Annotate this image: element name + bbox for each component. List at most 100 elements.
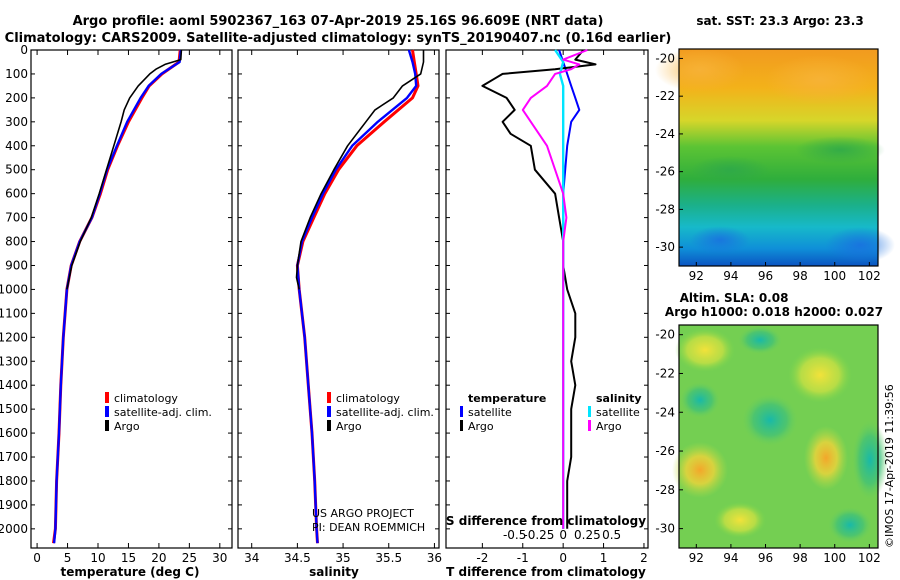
map-x-tick-label: 102 <box>858 269 881 283</box>
y-tick-label: 1300 <box>0 354 28 368</box>
y-tick-label: 800 <box>5 235 28 249</box>
x-tick-label: 0 <box>33 551 41 565</box>
sla-map-title-line2: Argo h1000: 0.018 h2000: 0.027 <box>665 305 883 319</box>
y-tick-label: 300 <box>5 115 28 129</box>
x-tick-label: 15 <box>121 551 136 565</box>
series-s-argo <box>521 49 588 529</box>
y-tick-label: 500 <box>5 163 28 177</box>
legend-swatch-satellite <box>105 406 109 417</box>
header-title-line2: Climatology: CARS2009. Satellite-adjuste… <box>5 31 672 46</box>
temperature-legend: climatology satellite-adj. clim. Argo <box>105 392 212 433</box>
salinity-curves <box>295 49 425 544</box>
map-y-tick-label: -20 <box>655 51 675 65</box>
legend-swatch-t-argo <box>460 420 463 431</box>
y-tick-label: 1600 <box>0 426 28 440</box>
sla-axes: 92 94 96 98 100 102 -20 -22 -24 -26 -28 -30 <box>655 328 880 565</box>
temperature-panel <box>30 49 233 549</box>
y-tick-label: 600 <box>5 187 28 201</box>
legend-label-s-argo: Argo <box>596 420 622 433</box>
legend-salinity-heading: salinity <box>596 392 642 405</box>
legend-temperature-heading: temperature <box>468 392 546 405</box>
sst-cold-patch <box>690 226 750 254</box>
map-y-tick-label: -26 <box>655 165 675 179</box>
map-x-tick-label: 100 <box>823 269 846 283</box>
y-tick-label: 1800 <box>0 474 28 488</box>
map-y-tick-label: -22 <box>655 366 675 380</box>
y-tick-label: 2000 <box>0 522 28 536</box>
series-climatology <box>295 49 420 544</box>
x-tick-label: 10 <box>90 551 105 565</box>
x-tick-label: 1 <box>600 551 608 565</box>
map-y-tick-label: -30 <box>655 240 675 254</box>
sla-high-patch <box>788 347 852 403</box>
legend-swatch-t-satellite <box>460 406 463 417</box>
x-tick-label: 35.5 <box>375 551 402 565</box>
legend-label-s-satellite: satellite <box>596 406 640 419</box>
credit-line2: PI: DEAN ROEMMICH <box>312 521 425 534</box>
sst-frame <box>678 48 879 267</box>
x-tick-label: 36 <box>427 551 442 565</box>
temperature-xlabel: temperature (deg C) <box>61 565 200 579</box>
map-x-tick-label: 96 <box>758 551 773 565</box>
y-tick-label: 700 <box>5 211 28 225</box>
legend-swatch-climatology <box>327 392 331 403</box>
sla-low-patch <box>680 382 720 418</box>
y-tick-label: 1400 <box>0 378 28 392</box>
legend-label-climatology: climatology <box>114 392 178 405</box>
s-tick-label: -0.5 <box>503 528 526 542</box>
temperature-curves <box>52 49 183 544</box>
sla-low-patch <box>852 420 888 500</box>
sst-cold-patch <box>825 227 895 263</box>
legend-label-climatology: climatology <box>336 392 400 405</box>
difference-legend: temperature satellite Argo salinity sate… <box>460 392 642 433</box>
sla-high-patch <box>672 442 728 498</box>
salinity-panel <box>237 49 440 549</box>
map-x-tick-label: 102 <box>858 551 881 565</box>
y-tick-label: 0 <box>20 43 28 57</box>
map-y-tick-label: -30 <box>655 522 675 536</box>
salinity-legend: climatology satellite-adj. clim. Argo <box>327 392 434 433</box>
x-tick-label: 5 <box>64 551 72 565</box>
legend-swatch-s-argo <box>588 420 591 431</box>
x-tick-label: 34.5 <box>284 551 311 565</box>
map-x-tick-label: 92 <box>689 269 704 283</box>
map-y-tick-label: -26 <box>655 444 675 458</box>
s-tick-label: 0.25 <box>574 528 601 542</box>
y-tick-label: 1700 <box>0 450 28 464</box>
y-tick-label: 1100 <box>0 306 28 320</box>
map-x-tick-label: 94 <box>723 551 738 565</box>
series-argo <box>66 49 183 290</box>
y-tick-label: 1900 <box>0 498 28 512</box>
map-y-tick-label: -28 <box>655 483 675 497</box>
legend-label-argo: Argo <box>336 420 362 433</box>
legend-swatch-argo <box>105 420 109 431</box>
legend-label-t-satellite: satellite <box>468 406 512 419</box>
map-x-tick-label: 94 <box>723 269 738 283</box>
sla-map-title-line1: Altim. SLA: 0.08 <box>680 291 789 305</box>
map-x-tick-label: 92 <box>689 551 704 565</box>
x-tick-label: 2 <box>640 551 648 565</box>
sst-axes: 92 94 96 98 100 102 -20 -22 -24 -26 -28 -30 <box>655 51 880 283</box>
map-y-tick-label: -22 <box>655 89 675 103</box>
credit-line1: US ARGO PROJECT <box>312 507 414 520</box>
map-y-tick-label: -24 <box>655 127 675 141</box>
difference-axes: -2 -1 0 1 2 -0.5-0.25 0 0.25 0.5 <box>446 49 648 565</box>
legend-swatch-satellite <box>327 406 331 417</box>
temperature-axes: 0100200300400500600700800900100011001200… <box>0 43 232 565</box>
x-tick-label: 0 <box>559 551 567 565</box>
s-tick-label: -0.25 <box>523 528 554 542</box>
s-difference-title: S difference from climatology <box>446 514 646 528</box>
difference-panel <box>445 49 649 549</box>
y-tick-label: 100 <box>5 67 28 81</box>
map-x-tick-label: 100 <box>823 551 846 565</box>
series-climatology <box>52 49 182 544</box>
series-s-satellite <box>554 49 565 529</box>
x-tick-label: 35 <box>335 551 350 565</box>
map-y-tick-label: -28 <box>655 202 675 216</box>
y-tick-label: 400 <box>5 139 28 153</box>
x-tick-label: -2 <box>476 551 488 565</box>
series-t-argo <box>481 49 597 529</box>
header-title-line1: Argo profile: aoml 5902367_163 07-Apr-20… <box>73 14 604 29</box>
legend-label-argo: Argo <box>114 420 140 433</box>
